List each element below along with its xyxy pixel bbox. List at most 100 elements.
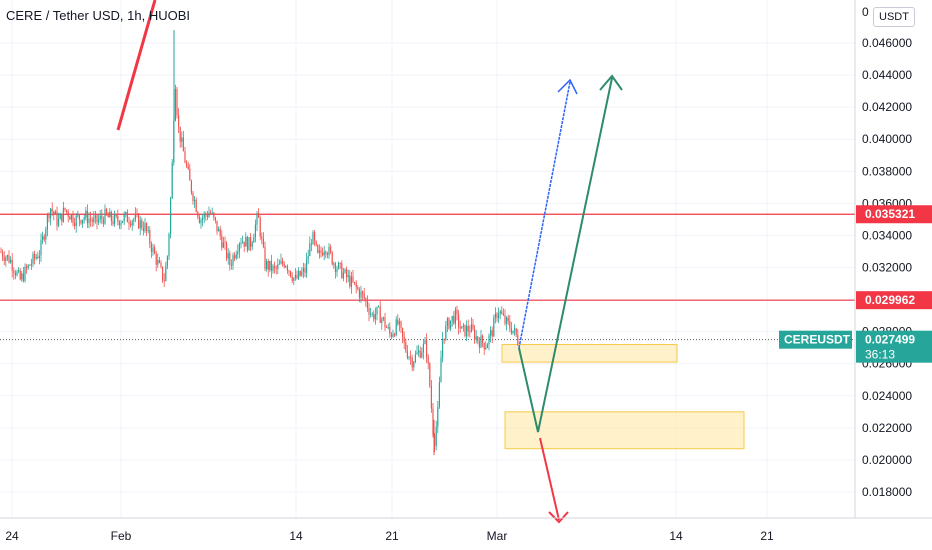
price-axis-tick-label: 0.024000	[862, 389, 912, 403]
currency-button[interactable]: USDT	[873, 7, 915, 27]
current-price-label: 0.027499	[865, 333, 915, 347]
symbol-tag-bg[interactable]	[779, 330, 852, 349]
candle-body	[366, 300, 368, 309]
candle-body	[309, 243, 311, 257]
candle-body	[376, 306, 378, 315]
candle-body	[339, 262, 341, 264]
candle-body	[389, 327, 391, 334]
target-zone-box[interactable]	[501, 343, 678, 363]
candle-body	[307, 256, 309, 260]
candle-body	[493, 317, 495, 337]
candle-body	[30, 263, 32, 266]
candle-body	[46, 214, 48, 230]
candle-body	[218, 228, 220, 232]
candle-body	[96, 215, 98, 223]
candle-body	[259, 217, 261, 237]
candle-body	[240, 243, 242, 244]
price-level-label-bg[interactable]	[856, 205, 932, 224]
candle-body	[411, 357, 413, 368]
candle-body	[48, 214, 50, 219]
candle-body	[74, 223, 76, 227]
candle-body	[326, 253, 328, 256]
blue-arrow-line[interactable]	[518, 81, 571, 349]
candle-body	[51, 208, 53, 212]
candle-body	[78, 215, 80, 221]
price-axis-tick-label: 0.046000	[862, 36, 912, 50]
candle-body	[253, 237, 255, 243]
candle-body	[139, 220, 141, 229]
candle-body	[410, 357, 412, 358]
candle-body	[314, 232, 316, 242]
candle-body	[424, 340, 426, 344]
candle-body	[16, 271, 18, 276]
candle-body	[208, 212, 210, 217]
candle-body	[499, 311, 501, 314]
candle-body	[298, 270, 300, 279]
candle-body	[334, 263, 336, 272]
candle-body	[349, 275, 351, 287]
candle-body	[190, 180, 192, 193]
candle-body	[397, 319, 399, 325]
candle-body	[210, 212, 212, 214]
candle-body	[458, 314, 460, 328]
candle-body	[312, 232, 314, 245]
candle-body	[469, 331, 471, 333]
candle-body	[178, 115, 180, 127]
candle-body	[141, 220, 143, 229]
candle-body	[110, 211, 112, 221]
candle-body	[446, 318, 448, 326]
candle-body	[34, 253, 36, 259]
candle-body	[467, 325, 469, 332]
candle-body	[82, 219, 84, 224]
candle-body	[67, 211, 69, 217]
candle-body	[64, 207, 66, 210]
candle-body	[0, 251, 2, 253]
candle-body	[2, 252, 4, 258]
candle-body	[214, 217, 216, 221]
candle-body	[24, 266, 26, 281]
candle-body	[163, 280, 165, 282]
candle-body	[230, 264, 232, 266]
current-price-tag-bg[interactable]	[856, 330, 932, 363]
candle-body	[165, 265, 167, 282]
candle-body	[442, 338, 444, 358]
price-level-label-bg[interactable]	[856, 291, 932, 310]
candle-body	[448, 318, 450, 329]
candle-body	[45, 229, 47, 240]
candle-body	[381, 318, 383, 323]
candle-body	[371, 313, 373, 315]
candle-body	[138, 214, 140, 229]
candle-body	[450, 320, 452, 329]
candle-body	[248, 237, 250, 251]
candle-body	[226, 243, 228, 259]
candle-body	[347, 275, 349, 278]
candle-body	[237, 251, 239, 255]
candle-body	[133, 219, 135, 222]
candle-body	[336, 268, 338, 272]
candle-body	[112, 220, 114, 224]
candle-body	[174, 89, 176, 121]
candle-body	[160, 262, 162, 267]
target-zone-box[interactable]	[504, 411, 745, 450]
candle-body	[504, 315, 506, 324]
candle-body	[355, 282, 357, 288]
candle-body	[392, 334, 394, 337]
candle-body	[26, 266, 28, 269]
candle-body	[186, 162, 188, 166]
candle-body	[61, 213, 63, 222]
candle-body	[322, 252, 324, 256]
candle-body	[264, 246, 266, 269]
blue-arrow-head	[557, 78, 578, 95]
candle-body	[224, 242, 226, 244]
red-arrow-line[interactable]	[539, 437, 560, 521]
candle-body	[275, 267, 277, 269]
green-arrow-line[interactable]	[518, 77, 613, 433]
symbol-tag-label: CEREUSDT	[784, 333, 851, 347]
candle-body	[357, 287, 359, 290]
candle-body	[363, 293, 365, 299]
candle-body	[107, 214, 109, 218]
red-trend-line[interactable]	[116, 0, 157, 131]
candle-body	[370, 313, 372, 315]
